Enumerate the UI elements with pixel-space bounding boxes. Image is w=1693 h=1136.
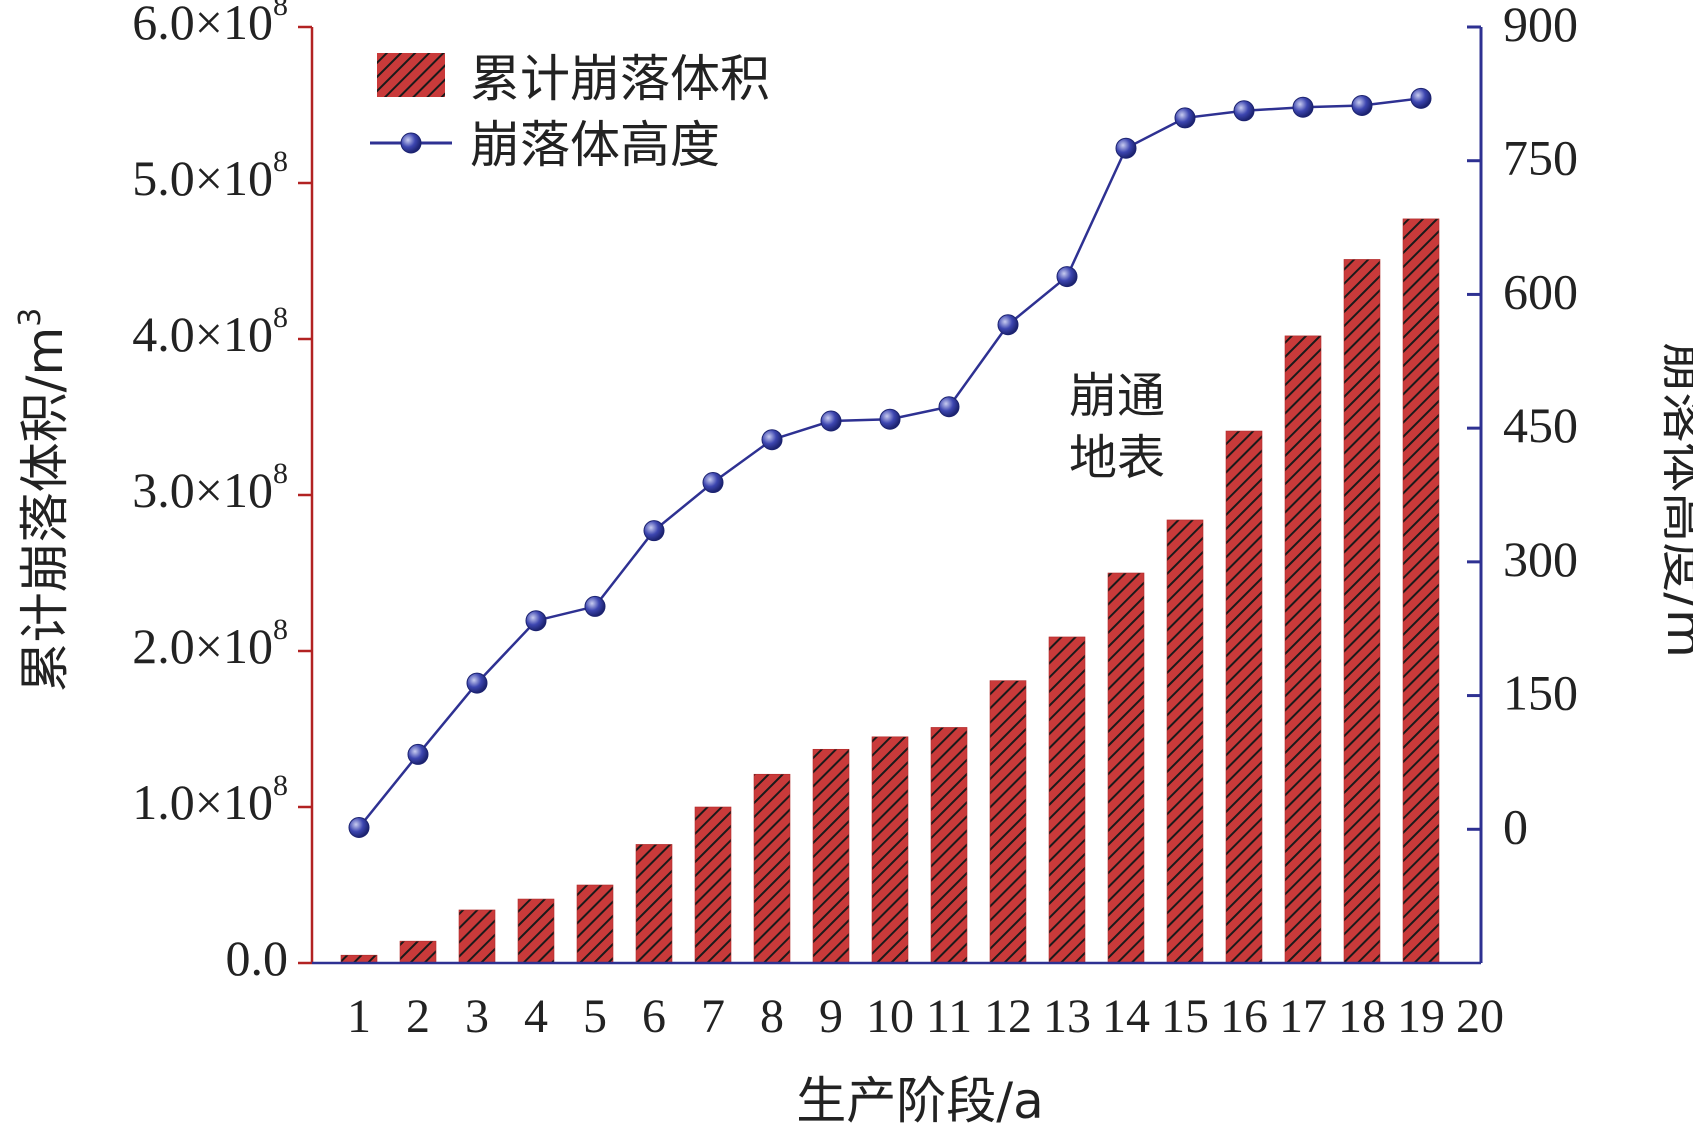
bar <box>1225 430 1263 964</box>
line-point <box>407 743 429 765</box>
line-point <box>1410 87 1432 109</box>
line-point <box>1115 137 1137 159</box>
x-tick-label: 8 <box>760 990 784 1043</box>
right-axis-title: 崩落体高度/m <box>1656 342 1693 658</box>
x-tick-label: 12 <box>984 990 1032 1043</box>
line-point <box>348 817 370 839</box>
x-tick-label: 4 <box>524 990 548 1043</box>
left-axis-ticks: 0.0 1.0×108 2.0×108 3.0×108 4.0×108 5.0×108 6.… <box>132 0 312 986</box>
bar <box>871 736 909 964</box>
line-layer <box>348 87 1432 839</box>
x-axis-title: 生产阶段/a <box>796 1072 1044 1130</box>
annotation-line-1: 崩通 <box>1069 368 1165 424</box>
left-tick-label: 3.0×108 <box>132 457 288 518</box>
line-point <box>879 408 901 430</box>
left-tick-label: 4.0×108 <box>132 301 288 362</box>
bar <box>1166 519 1204 964</box>
line-point <box>466 672 488 694</box>
bar <box>576 884 614 964</box>
line-point <box>643 520 665 542</box>
line-point <box>702 472 724 494</box>
left-tick-label: 0.0 <box>226 930 289 986</box>
bar <box>930 727 968 964</box>
line-point <box>761 429 783 451</box>
bar <box>517 898 555 964</box>
left-axis-title: 累计崩落体积/m3 <box>13 308 74 693</box>
bar <box>812 748 850 964</box>
line-point <box>997 314 1019 336</box>
right-tick-label: 900 <box>1503 0 1578 52</box>
bar <box>1343 259 1381 964</box>
x-tick-label: 18 <box>1338 990 1386 1043</box>
legend-bar-label: 累计崩落体积 <box>470 50 770 108</box>
left-tick-label: 2.0×108 <box>132 613 288 674</box>
left-tick-label: 5.0×108 <box>132 145 288 206</box>
bar <box>635 844 673 964</box>
bar <box>458 909 496 964</box>
x-tick-label: 20 <box>1456 990 1504 1043</box>
bar <box>694 806 732 964</box>
legend-line-label: 崩落体高度 <box>470 116 720 174</box>
left-tick-label: 6.0×108 <box>132 0 288 50</box>
x-tick-label: 2 <box>406 990 430 1043</box>
right-tick-label: 600 <box>1503 263 1578 319</box>
x-tick-label: 17 <box>1279 990 1327 1043</box>
bar <box>1048 636 1086 964</box>
line-point <box>525 610 547 632</box>
legend-bar-swatch <box>377 53 445 97</box>
x-tick-label: 6 <box>642 990 666 1043</box>
bars-layer <box>340 218 1440 964</box>
x-tick-label: 15 <box>1161 990 1209 1043</box>
bar <box>1402 218 1440 964</box>
bar <box>1284 335 1322 964</box>
annotation: 崩通 地表 <box>1069 368 1165 486</box>
right-axis-ticks: 0 150 300 450 600 750 900 <box>1467 0 1578 854</box>
x-axis-ticks: 1 2 3 4 5 6 7 8 9 10 11 12 13 14 15 16 17 18 19 20 <box>347 990 1504 1043</box>
line-point <box>1292 96 1314 118</box>
bar <box>399 940 437 964</box>
left-tick-label: 1.0×108 <box>132 769 288 830</box>
right-tick-label: 300 <box>1503 531 1578 587</box>
right-tick-label: 0 <box>1503 798 1528 854</box>
x-tick-label: 16 <box>1220 990 1268 1043</box>
x-tick-label: 7 <box>701 990 725 1043</box>
x-tick-label: 19 <box>1397 990 1445 1043</box>
bar <box>989 680 1027 964</box>
x-tick-label: 9 <box>819 990 843 1043</box>
x-tick-label: 14 <box>1102 990 1150 1043</box>
legend-line-marker <box>400 132 422 154</box>
line-point <box>1056 266 1078 288</box>
line-point <box>820 410 842 432</box>
line-point <box>584 595 606 617</box>
right-tick-label: 750 <box>1503 130 1578 186</box>
bar <box>753 773 791 964</box>
bar <box>1107 572 1145 964</box>
line-point <box>1351 94 1373 116</box>
legend: 累计崩落体积 崩落体高度 <box>370 50 770 174</box>
right-tick-label: 150 <box>1503 665 1578 721</box>
x-tick-label: 13 <box>1043 990 1091 1043</box>
line-point <box>938 396 960 418</box>
annotation-line-2: 地表 <box>1069 430 1165 486</box>
x-tick-label: 1 <box>347 990 371 1043</box>
x-tick-label: 10 <box>866 990 914 1043</box>
line-point <box>1233 100 1255 122</box>
line-point <box>1174 107 1196 129</box>
x-tick-label: 3 <box>465 990 489 1043</box>
x-tick-label: 11 <box>926 990 972 1043</box>
x-tick-label: 5 <box>583 990 607 1043</box>
right-tick-label: 450 <box>1503 397 1578 453</box>
